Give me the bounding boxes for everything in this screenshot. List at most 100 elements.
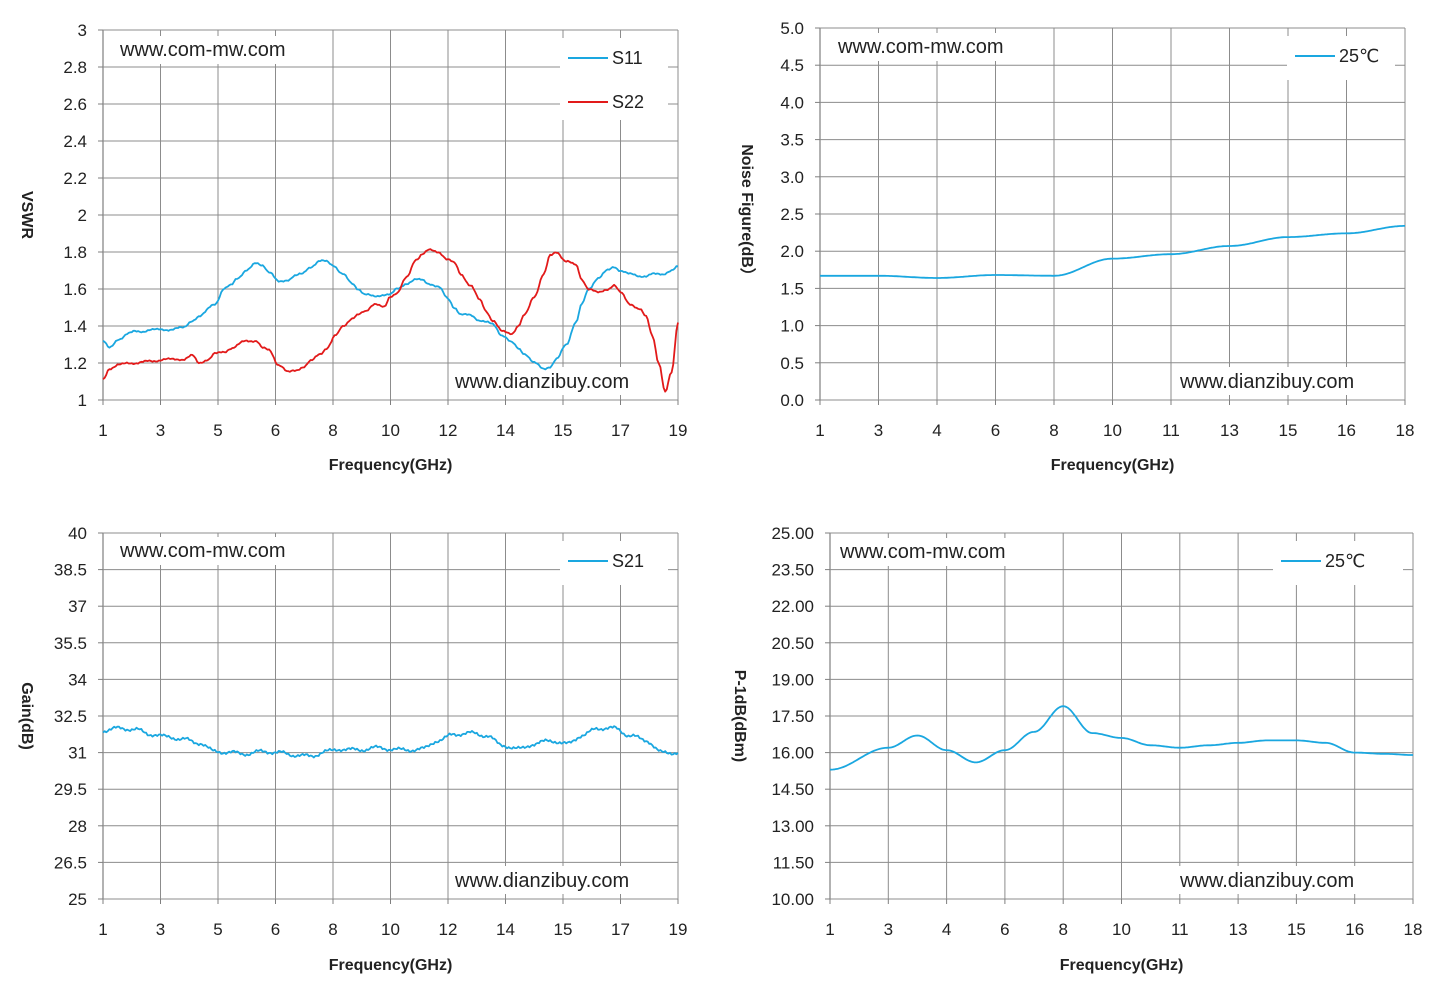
x-tick-label: 18 — [1404, 920, 1423, 939]
x-tick-label: 11 — [1171, 920, 1189, 939]
y-tick-label: 2.4 — [63, 132, 87, 151]
legend-box — [1273, 541, 1403, 585]
y-tick-label: 0.0 — [780, 391, 804, 410]
y-tick-label: 1.2 — [63, 354, 87, 373]
watermark-bottom: www.dianzibuy.com — [1179, 870, 1354, 892]
y-tick-label: 4.0 — [780, 93, 804, 112]
y-axis-title: P-1dB(dBm) — [731, 670, 748, 762]
y-tick-label: 20.50 — [771, 634, 814, 653]
y-tick-label: 2.2 — [63, 169, 87, 188]
x-tick-label: 4 — [932, 421, 941, 440]
y-tick-label: 0.5 — [780, 354, 804, 373]
watermark-bottom: www.dianzibuy.com — [454, 870, 629, 892]
x-tick-label: 1 — [98, 421, 107, 440]
y-tick-label: 19.00 — [771, 670, 814, 689]
x-tick-label: 6 — [991, 421, 1000, 440]
y-tick-label: 1.4 — [63, 317, 87, 336]
x-tick-label: 13 — [1229, 920, 1248, 939]
y-tick-label: 4.5 — [780, 56, 804, 75]
y-axis-title: Gain(dB) — [18, 682, 35, 750]
series-line-1-S21 — [102, 725, 679, 759]
y-tick-label: 26.5 — [54, 853, 87, 872]
watermark-box — [449, 367, 667, 395]
legend-label-1: S21 — [612, 551, 644, 571]
legend-box — [1287, 36, 1395, 80]
x-tick-label: 14 — [496, 920, 515, 939]
chart-panel-4: 1 3 4 6 8 10 11 13 15 16 1810.0011.5013.0014.5016.… — [731, 524, 1422, 974]
x-tick-label: 6 — [271, 421, 280, 440]
watermark-box — [449, 866, 667, 894]
y-tick-label: 16.00 — [771, 744, 814, 763]
x-tick-label: 5 — [213, 920, 222, 939]
y-tick-label: 34 — [68, 670, 87, 689]
y-tick-label: 23.50 — [771, 561, 814, 580]
grid — [98, 29, 679, 405]
x-tick-label: 3 — [884, 920, 893, 939]
watermark-bottom: www.dianzibuy.com — [454, 371, 629, 393]
x-tick-label: 1 — [815, 421, 824, 440]
y-tick-label: 10.00 — [771, 890, 814, 909]
x-tick-label: 8 — [328, 421, 337, 440]
y-tick-label: 3.5 — [780, 131, 804, 150]
series-line-1-25 — [829, 705, 1413, 771]
y-tick-label: 1.5 — [780, 279, 804, 298]
x-tick-label: 13 — [1220, 421, 1239, 440]
x-tick-label: 10 — [381, 421, 400, 440]
x-tick-label: 8 — [1058, 920, 1067, 939]
chart-panel-2: 1 3 4 6 8 10 11 13 15 16 180.00.51.01.52.02.53.03.… — [738, 19, 1414, 474]
x-axis-title: Frequency(GHz) — [1060, 957, 1184, 974]
legend-box — [560, 541, 668, 585]
series-line-1-S11 — [102, 259, 679, 371]
x-tick-label: 8 — [1049, 421, 1058, 440]
x-tick-label: 10 — [1103, 421, 1122, 440]
y-tick-label: 17.50 — [771, 707, 814, 726]
x-tick-label: 11 — [1162, 421, 1180, 440]
x-tick-label: 15 — [1279, 421, 1298, 440]
y-tick-label: 11.50 — [773, 853, 814, 872]
y-tick-label: 2.6 — [63, 95, 87, 114]
y-tick-label: 29.5 — [54, 780, 87, 799]
series-line-2-S22 — [102, 248, 679, 393]
chart-panel-3: 1 3 5 6 8 10 12 14 15 17 19 25 26.5 28 29.5 31 32.5 34 35.… — [18, 524, 687, 974]
x-tick-label: 17 — [611, 920, 630, 939]
legend-label-1: S11 — [612, 48, 643, 68]
x-tick-label: 15 — [554, 421, 573, 440]
y-tick-label: 32.5 — [54, 707, 87, 726]
legend-label-2: S22 — [612, 92, 644, 112]
x-tick-label: 4 — [942, 920, 951, 939]
watermark-box — [1174, 367, 1392, 395]
x-tick-label: 1 — [98, 920, 107, 939]
watermark-bottom: www.dianzibuy.com — [1179, 371, 1354, 393]
y-tick-label: 3.0 — [780, 168, 804, 187]
watermark-box — [832, 33, 1044, 61]
watermark-top: www.com-mw.com — [119, 540, 286, 562]
y-tick-label: 38.5 — [54, 561, 87, 580]
x-tick-label: 5 — [213, 421, 222, 440]
x-tick-label: 6 — [1000, 920, 1009, 939]
grid — [815, 27, 1406, 405]
legend-box — [560, 38, 668, 120]
y-tick-label: 37 — [68, 597, 87, 616]
y-tick-label: 1 — [78, 391, 87, 410]
x-axis-title: Frequency(GHz) — [1051, 457, 1175, 474]
watermark-top: www.com-mw.com — [119, 39, 286, 61]
y-tick-label: 40 — [68, 524, 87, 543]
y-tick-label: 25.00 — [771, 524, 814, 543]
y-tick-label: 35.5 — [54, 634, 87, 653]
y-axis-title: VSWR — [18, 191, 35, 239]
x-tick-label: 19 — [669, 920, 688, 939]
x-tick-label: 19 — [669, 421, 688, 440]
y-tick-label: 2.8 — [63, 58, 87, 77]
y-tick-label: 22.00 — [771, 597, 814, 616]
y-tick-label: 25 — [68, 890, 87, 909]
y-tick-label: 3 — [78, 21, 87, 40]
x-tick-label: 3 — [874, 421, 883, 440]
y-tick-label: 28 — [68, 817, 87, 836]
watermark-box — [114, 36, 326, 64]
y-tick-label: 2.5 — [780, 205, 804, 224]
x-tick-label: 17 — [611, 421, 630, 440]
y-tick-label: 2 — [78, 206, 87, 225]
series-line-1-25 — [820, 224, 1405, 279]
x-axis-title: Frequency(GHz) — [329, 457, 453, 474]
y-tick-label: 14.50 — [771, 780, 814, 799]
